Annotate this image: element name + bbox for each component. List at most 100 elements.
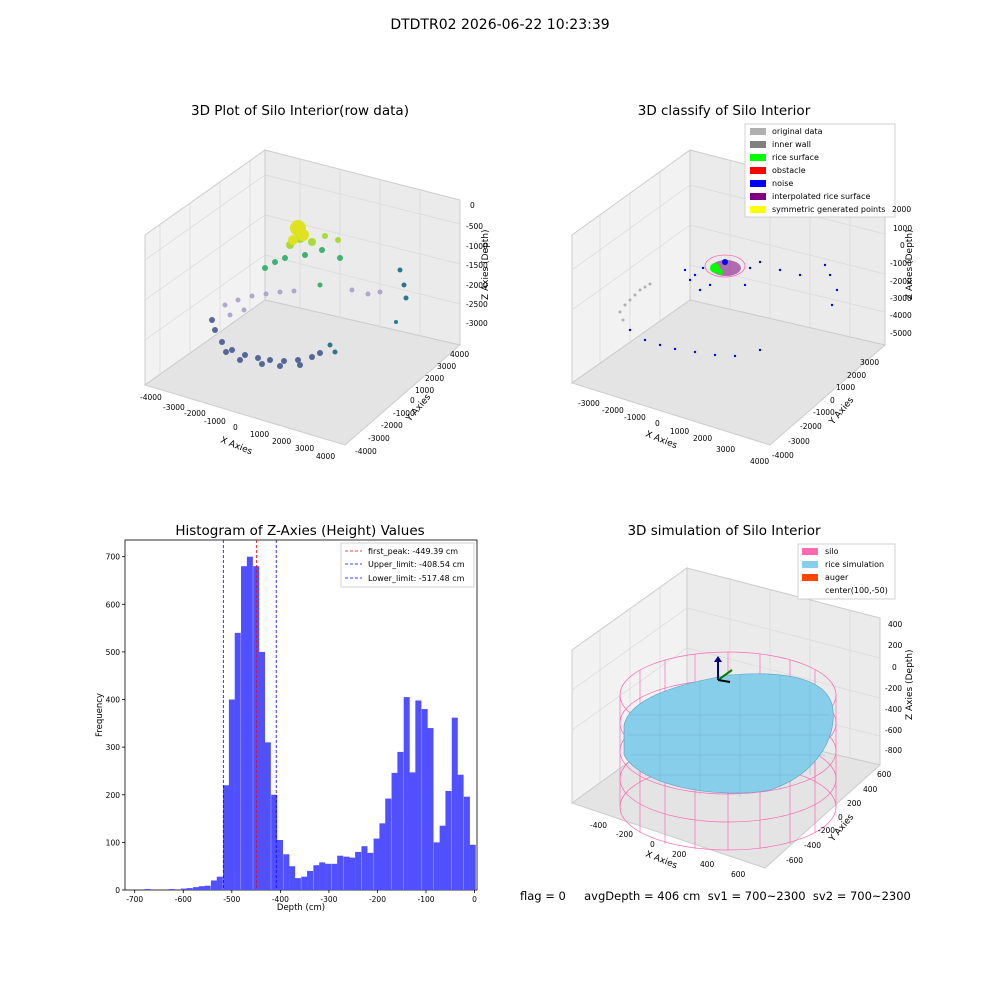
hist-bar [210,880,217,890]
legend-label: rice surface [772,153,819,162]
hist-bar [409,772,416,890]
p1-ytick: -2000 [381,421,403,430]
hist-xtick-label: -300 [320,895,337,904]
legend-swatch [750,206,766,213]
hist-bar [385,798,392,890]
p4-ztick: -600 [885,726,902,735]
p2-ztick: -1000 [890,259,912,268]
p1-ztick: -3000 [466,319,488,328]
panel1-point-cloud [209,220,409,369]
p1-xtick: 4000 [316,452,335,461]
p2-ztick: -4000 [890,311,912,320]
panel4-tick-labels: -400 -200 0 200 400 600 600 400 200 0 -2… [590,620,903,879]
hist-bar [180,888,187,890]
hist-bar [223,785,230,890]
p1-ztick: 0 [470,201,475,210]
hist-bar [355,851,362,890]
panel1-box [143,149,462,446]
hist-ytick-label: 500 [106,648,121,657]
hist-bar [451,717,458,890]
p2-ytick: 3000 [860,358,879,367]
panel1-title: 3D Plot of Silo Interior(row data) [191,103,409,119]
legend-label: inner wall [772,140,811,149]
hist-bar [168,889,175,890]
status-line: flag = 0 avgDepth = 406 cm sv1 = 700~230… [520,889,911,903]
legend-swatch [750,167,766,174]
hist-bar [415,700,422,890]
panel2-legend: original data inner wall rice surface ob… [744,123,896,218]
p1-ytick: 2000 [425,374,444,383]
p1-xtick: -1000 [204,417,226,426]
hist-bar [313,865,320,890]
legend-swatch [802,561,818,568]
hist-bar [198,886,205,890]
p2-xtick: 2000 [693,434,712,443]
legend-label: obstacle [772,166,806,175]
p4-xtick: 400 [700,860,715,869]
p1-ytick: 0 [410,396,415,405]
hist-bar [445,790,452,890]
hist-bar [204,885,211,890]
legend-label: Upper_limit: -408.54 cm [368,560,465,569]
hist-bar [421,709,428,890]
hist-bar [294,878,301,890]
hist-bar [397,751,404,890]
p1-ztick: -1000 [466,242,488,251]
hist-bar [253,566,260,890]
p1-xtick: 0 [233,423,238,432]
p4-ytick: 0 [838,813,843,822]
p1-ztick: -2500 [466,300,488,309]
panel2-3d-classify: original data inner wall rice surface ob… [570,123,915,466]
hist-xticks: -700 -600 -500 -400 -300 -200 -100 0 [126,890,477,904]
p1-xlabel: X Axies [219,436,254,458]
legend-swatch [750,154,766,161]
p1-zlabel: Z Axies (Depth) [481,229,491,300]
hist-bar [391,772,398,890]
hist-bar [264,742,271,890]
hist-bar [379,823,386,890]
legend-swatch [750,128,766,135]
hist-bar [403,697,410,890]
p2-zlabel: Z Axies (Depth) [905,229,915,300]
hist-yticks: 0 100 200 300 400 500 600 700 [106,553,125,895]
panel4-title: 3D simulation of Silo Interior [627,523,821,539]
p2-ztick: 1000 [893,224,912,233]
p2-ztick: 2000 [892,205,911,214]
p1-ztick: -1500 [466,261,488,270]
legend-swatch [750,180,766,187]
hist-bar [367,852,374,890]
legend-label: original data [772,127,823,136]
p4-ztick: 400 [888,620,903,629]
legend-label: Lower_limit: -517.48 cm [368,574,465,583]
panel2-title: 3D classify of Silo Interior [637,103,811,119]
legend-label: symmetric generated points [772,205,885,214]
hist-bar [439,825,446,890]
hist-bar [463,796,470,890]
p2-ytick: 1000 [836,383,855,392]
p4-xtick: -400 [590,821,607,830]
p1-xtick: -3000 [163,403,185,412]
p4-ytick: 200 [847,799,862,808]
p4-xtick: 0 [650,840,655,849]
hist-bar [349,857,356,890]
p4-ytick: -400 [804,841,821,850]
p4-ytick: -600 [786,856,803,865]
hist-legend: first_peak: -449.39 cm Upper_limit: -408… [340,542,475,588]
p2-ytick: -2000 [800,422,822,431]
panel2-point-cloud [618,254,839,358]
p1-ztick: -500 [466,222,483,231]
hist-bar [241,566,248,890]
p1-ytick: -1000 [393,409,415,418]
hist-bar [373,838,380,890]
hist-bar [331,863,338,890]
hist-bar [343,856,350,890]
p2-ytick: -4000 [772,451,794,460]
p2-ztick: -3000 [890,294,912,303]
hist-ytick-label: 700 [106,553,121,562]
p1-xtick: -4000 [140,393,162,402]
hist-bar [337,855,344,890]
p4-ytick: 600 [877,770,892,779]
hist-bar [234,632,241,890]
panel2-tick-labels: -3000 -2000 -1000 0 1000 2000 3000 4000 … [578,205,912,466]
p2-ytick: 2000 [847,371,866,380]
